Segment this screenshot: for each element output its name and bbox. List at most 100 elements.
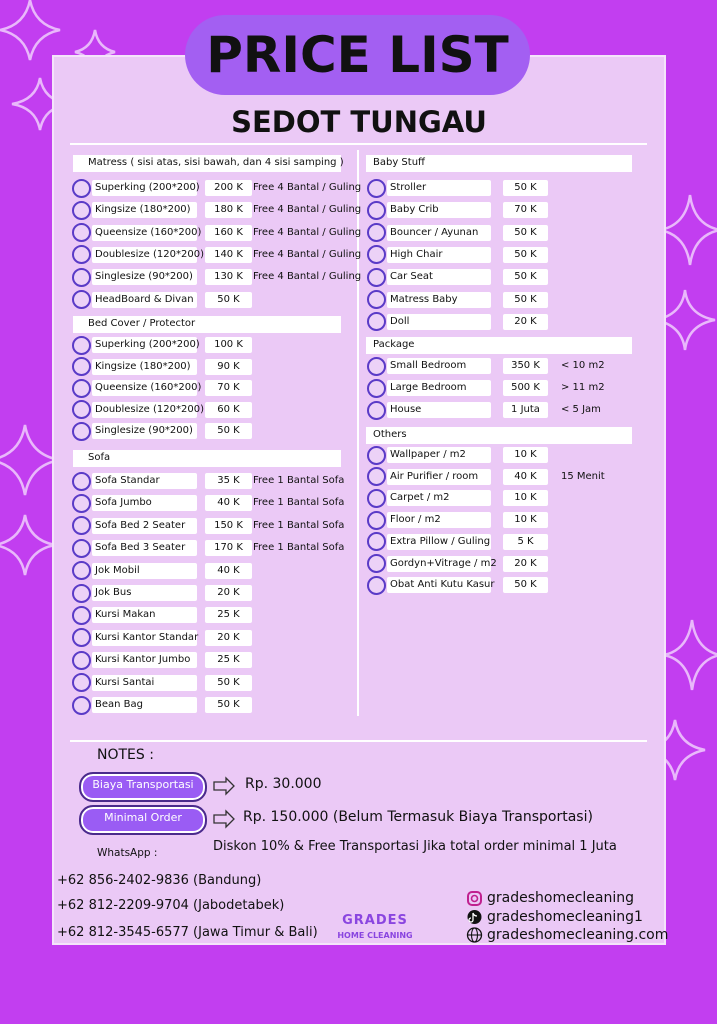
social-icons (466, 891, 483, 943)
bullet (72, 290, 91, 309)
item-name: Kursi Kantor Standar (92, 629, 198, 646)
logo-tagline: HOME CLEANING (337, 931, 413, 940)
item-price: 90 K (205, 358, 252, 375)
item-name: Singlesize (90*200) (92, 269, 197, 286)
section-header: Bed Cover / Protector (73, 316, 341, 333)
bullet (72, 561, 91, 581)
bullet (72, 628, 91, 648)
item-price: 20 K (205, 629, 252, 646)
item-name: Obat Anti Kutu Kasur (387, 577, 495, 594)
item-price: 200 K (205, 180, 252, 196)
item-name: Car Seat (387, 269, 491, 286)
bullet (72, 650, 91, 670)
item-price: 20 K (503, 555, 548, 572)
item-price: 140 K (205, 246, 252, 263)
item-note: Free 4 Bantal / Guling (253, 271, 362, 283)
logo-name: GRADES (342, 913, 408, 928)
item-price: 50 K (503, 224, 548, 241)
bullet (72, 421, 91, 441)
item-note: > 11 m2 (561, 382, 605, 394)
bullet (367, 467, 386, 487)
whatsapp-label: WhatsApp : (97, 847, 158, 859)
section-header: Matress ( sisi atas, sisi bawah, dan 4 s… (73, 155, 344, 172)
item-note: Free 4 Bantal / Guling (253, 248, 362, 260)
bullet (367, 223, 386, 243)
divider (70, 740, 647, 742)
item-name: Singlesize (90*200) (92, 423, 197, 440)
item-price: 60 K (205, 401, 252, 418)
bullet (72, 673, 91, 693)
section-header: Sofa (73, 450, 341, 467)
item-name: Doll (387, 313, 491, 330)
bullet (72, 357, 91, 377)
item-name: Gordyn+Vitrage / m2 (387, 555, 497, 572)
item-price: 40 K (503, 468, 548, 485)
item-price: 70 K (205, 380, 252, 397)
phone: +62 812-3545-6577 (Jawa Timur & Bali) (57, 925, 318, 940)
bullet (72, 493, 91, 513)
section-header: Baby Stuff (366, 155, 632, 172)
item-note: Free 1 Bantal Sofa (253, 542, 345, 554)
bullet (72, 695, 91, 715)
divider (357, 150, 359, 716)
bullet (367, 312, 386, 332)
item-price: 180 K (205, 202, 252, 219)
item-note: Free 4 Bantal / Guling (253, 182, 362, 193)
phone: +62 856-2402-9836 (Bandung) (57, 873, 262, 888)
item-name: High Chair (387, 246, 491, 263)
item-name: Floor / m2 (387, 512, 491, 529)
item-name: Wallpaper / m2 (387, 447, 491, 463)
bullet (367, 378, 386, 398)
bullet (367, 245, 386, 265)
section-header: Package (366, 337, 632, 354)
item-name: HeadBoard & Divan (92, 291, 197, 308)
item-price: 1 Juta (503, 402, 548, 419)
item-name: Sofa Bed 2 Seater (92, 517, 197, 534)
item-name: Jok Mobil (92, 562, 197, 579)
title: PRICE LIST (206, 26, 509, 84)
item-price: 170 K (205, 540, 252, 557)
bullet (72, 400, 91, 420)
item-name: Extra Pillow / Guling (387, 533, 491, 550)
item-note: < 10 m2 (561, 360, 605, 371)
item-price: 100 K (205, 337, 252, 353)
bullet (72, 245, 91, 265)
note-value: Rp. 30.000 (245, 776, 322, 792)
item-name: Kursi Santai (92, 674, 197, 691)
bullet (367, 532, 386, 552)
item-price: 50 K (503, 246, 548, 263)
item-name: Queensize (160*200) (92, 224, 201, 241)
item-note: Free 4 Bantal / Guling (253, 226, 362, 238)
item-note: 15 Menit (561, 470, 605, 482)
item-name: Superking (200*200) (92, 180, 200, 196)
item-price: 150 K (205, 517, 252, 534)
item-price: 50 K (205, 674, 252, 691)
item-name: Doublesize (120*200) (92, 401, 204, 418)
bullet (367, 445, 386, 465)
discount: Diskon 10% & Free Transportasi Jika tota… (213, 839, 617, 854)
item-price: 130 K (205, 269, 252, 286)
item-name: Doublesize (120*200) (92, 246, 204, 263)
item-price: 25 K (205, 652, 252, 669)
note-label: Minimal Order (79, 805, 207, 835)
bullet (367, 488, 386, 508)
instagram: gradeshomecleaning (487, 890, 635, 906)
item-name: Kursi Kantor Jumbo (92, 652, 197, 669)
item-note: Free 1 Bantal Sofa (253, 475, 345, 486)
item-price: 40 K (205, 495, 252, 512)
item-name: Air Purifier / room (387, 468, 491, 485)
bullet (367, 400, 386, 420)
item-name: Sofa Jumbo (92, 495, 197, 512)
item-price: 5 K (503, 533, 548, 550)
bullet (72, 516, 91, 536)
bullet (72, 583, 91, 603)
item-price: 70 K (503, 202, 548, 219)
item-price: 50 K (503, 577, 548, 594)
item-name: Superking (200*200) (92, 337, 200, 353)
bullet (367, 554, 386, 573)
subtitle: SEDOT TUNGAU (231, 105, 487, 139)
item-name: Bouncer / Ayunan (387, 224, 491, 241)
title-pill (185, 15, 530, 95)
website: gradeshomecleaning.com (487, 927, 669, 943)
item-price: 50 K (205, 423, 252, 440)
